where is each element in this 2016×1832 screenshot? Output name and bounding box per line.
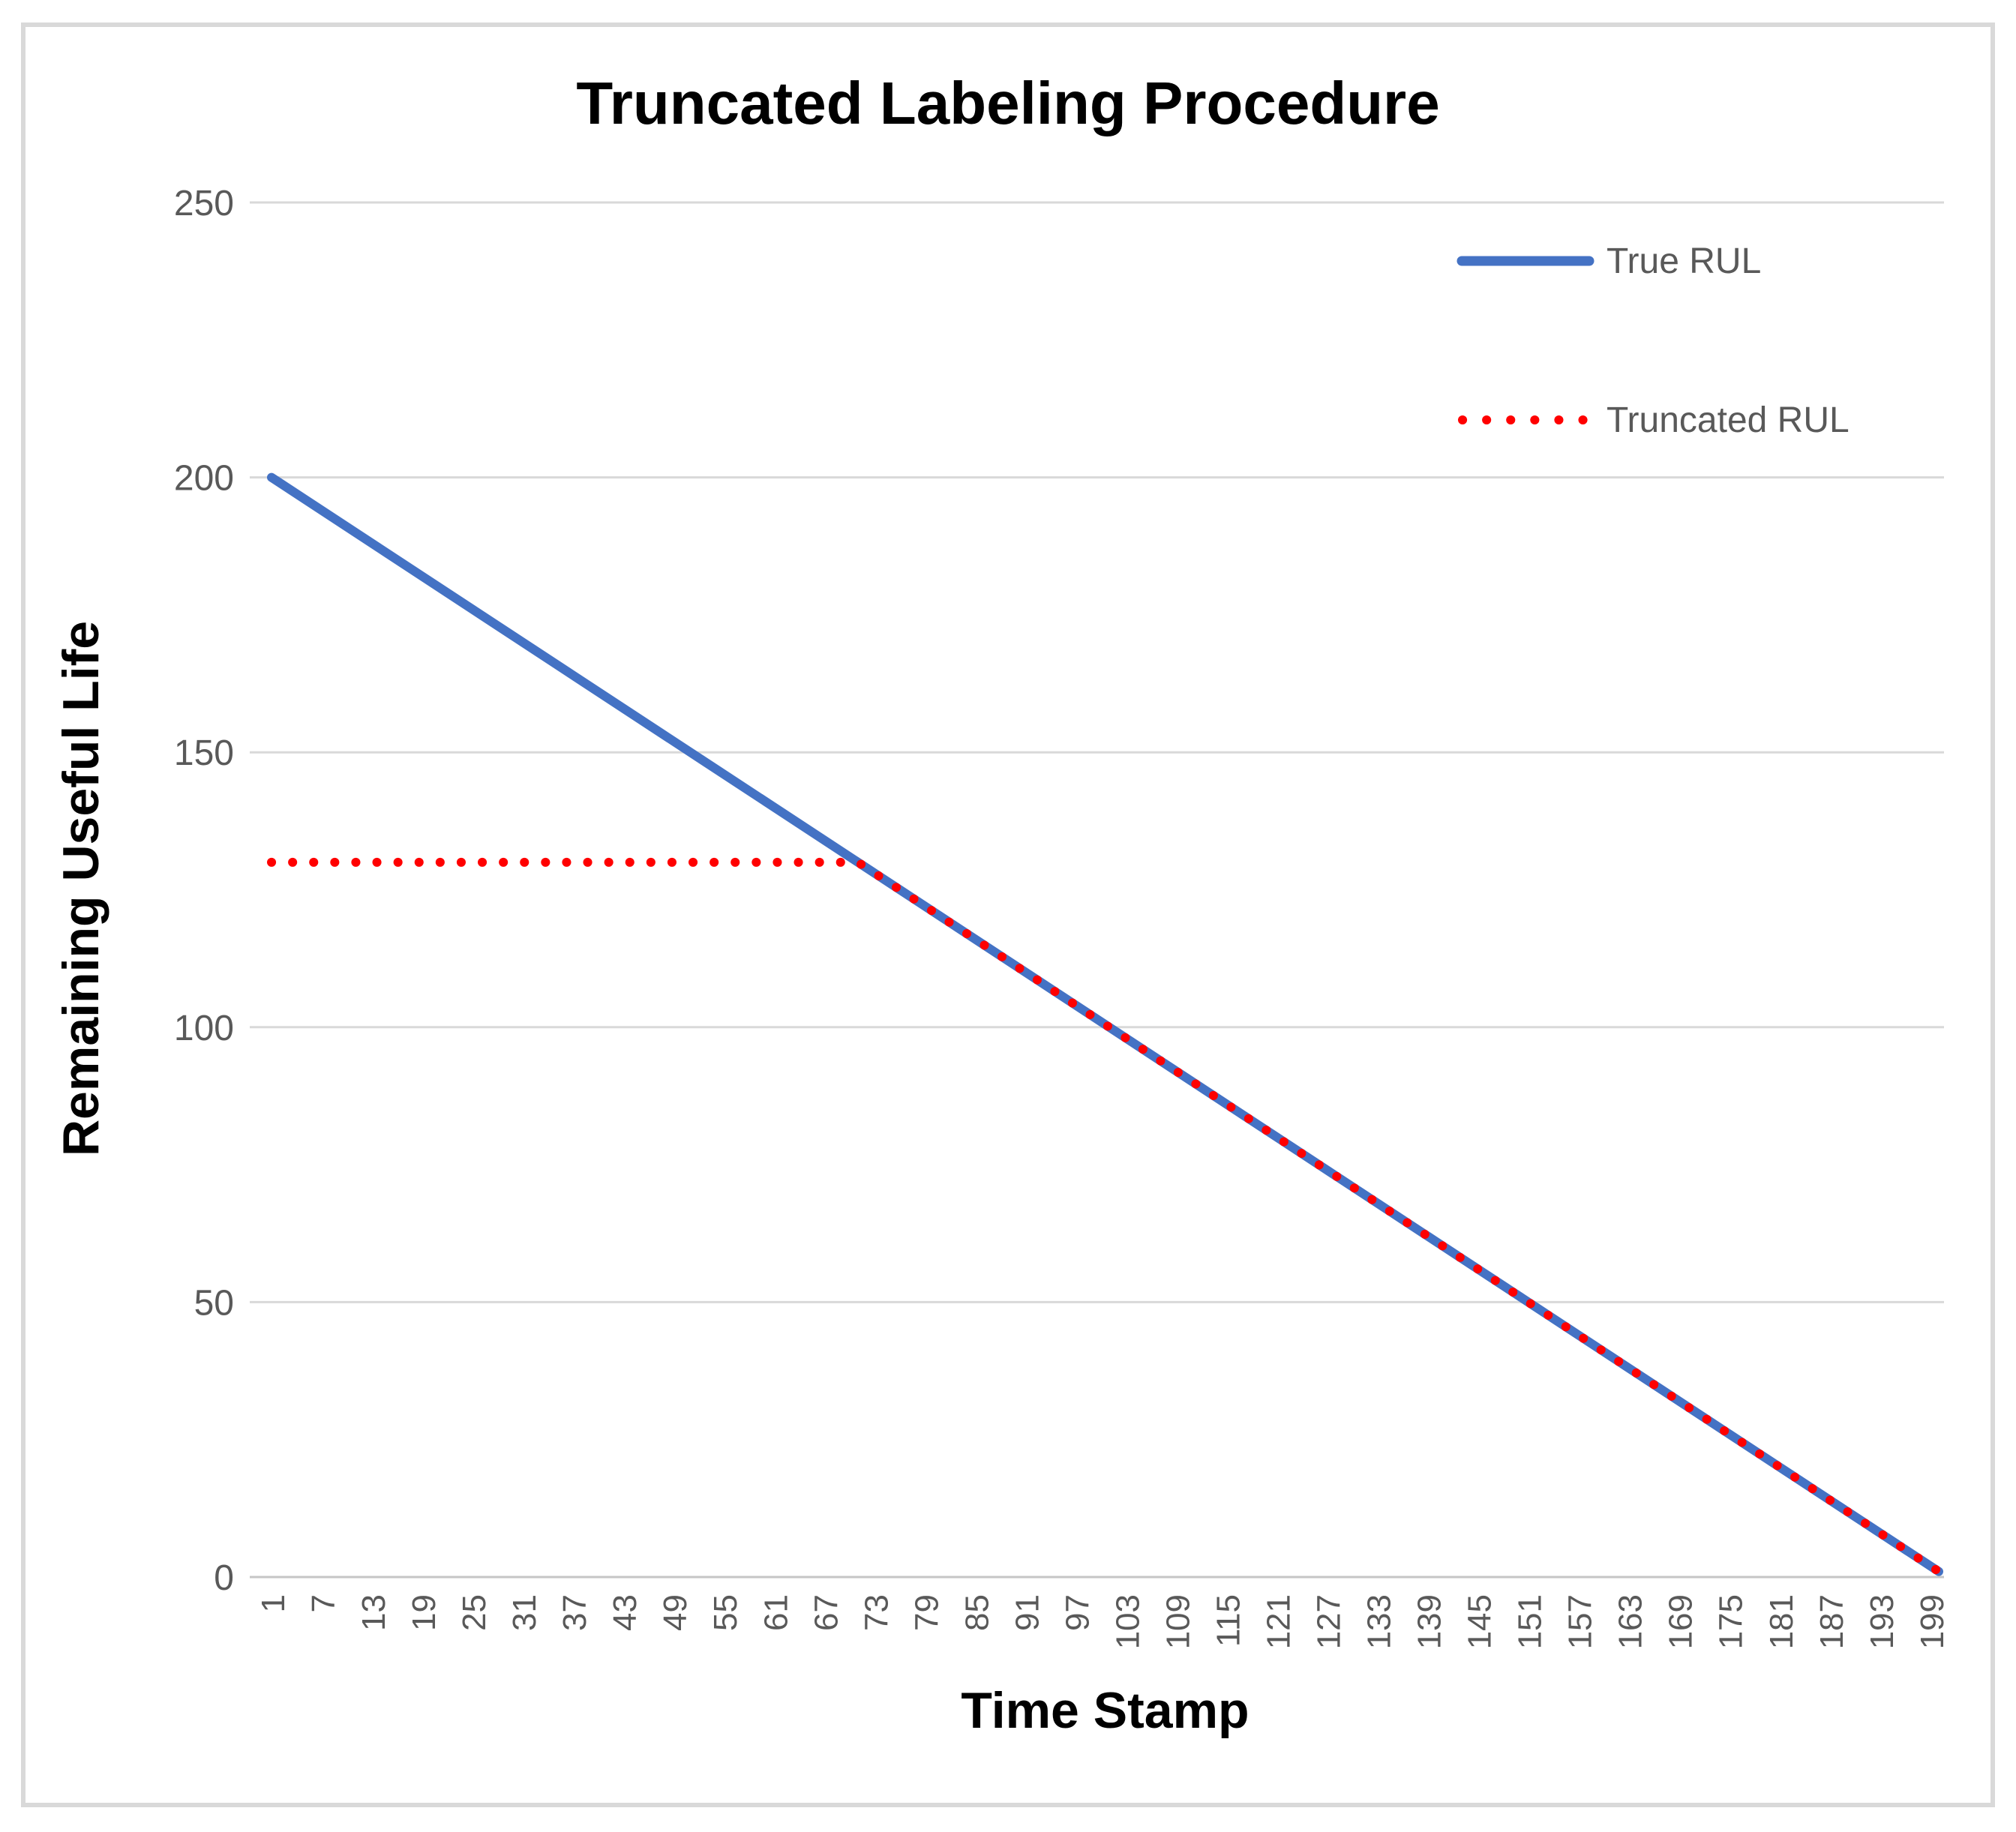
x-tick-label: 49 <box>657 1594 694 1631</box>
x-tick-label: 187 <box>1814 1594 1850 1649</box>
series-lines <box>267 472 1943 1576</box>
legend-label-truncated-rul: Truncated RUL <box>1606 400 1850 440</box>
legend-item-true-rul: True RUL <box>1456 241 1850 281</box>
x-tick-label: 145 <box>1462 1594 1498 1649</box>
x-tick-label: 55 <box>707 1594 744 1631</box>
x-tick-label: 7 <box>305 1594 342 1612</box>
legend-item-truncated-rul: Truncated RUL <box>1456 400 1850 440</box>
x-tick-label: 61 <box>758 1594 794 1631</box>
x-tick-label: 193 <box>1864 1594 1900 1649</box>
x-tick-label: 1 <box>255 1594 292 1612</box>
x-tick-label: 181 <box>1763 1594 1800 1649</box>
x-tick-label: 79 <box>908 1594 945 1631</box>
x-tick-label: 37 <box>556 1594 593 1631</box>
gridlines <box>250 201 1944 1579</box>
x-tick-label: 151 <box>1512 1594 1549 1649</box>
x-tick-label: 97 <box>1059 1594 1096 1631</box>
x-tick-label: 157 <box>1562 1594 1599 1649</box>
chart-title: Truncated Labeling Procedure <box>576 70 1440 136</box>
x-tick-label: 121 <box>1261 1594 1298 1649</box>
truncated-rul-dotted-line <box>267 857 1943 1576</box>
y-tick-label: 150 <box>174 733 234 773</box>
y-tick-label: 250 <box>174 184 234 223</box>
x-tick-label: 127 <box>1311 1594 1348 1649</box>
x-tick-label: 169 <box>1663 1594 1700 1649</box>
x-tick-label: 85 <box>958 1594 995 1631</box>
x-tick-label: 163 <box>1612 1594 1649 1649</box>
legend-label-true-rul: True RUL <box>1606 241 1762 281</box>
y-tick-label: 200 <box>174 459 234 499</box>
y-axis-tick-labels: 0 50 100 150 200 250 <box>174 184 234 1598</box>
x-tick-label: 115 <box>1210 1594 1246 1647</box>
x-tick-label: 73 <box>858 1594 895 1631</box>
x-tick-label: 109 <box>1160 1594 1196 1649</box>
x-tick-label: 13 <box>356 1594 392 1631</box>
x-tick-label: 139 <box>1412 1594 1448 1649</box>
x-axis-tick-labels: 1 7 13 19 25 31 37 43 49 55 61 67 73 79 85 91 97 103 109 11… <box>255 1594 1951 1649</box>
legend: True RUL Truncated RUL <box>1456 241 1850 440</box>
x-tick-label: 67 <box>808 1594 844 1631</box>
y-tick-label: 50 <box>194 1283 234 1323</box>
x-tick-label: 91 <box>1009 1594 1046 1631</box>
x-axis-title: Time Stamp <box>961 1682 1250 1739</box>
x-tick-label: 19 <box>406 1594 442 1631</box>
solid-line-marker-icon <box>1456 256 1594 266</box>
x-tick-label: 199 <box>1914 1594 1951 1649</box>
x-tick-label: 103 <box>1109 1594 1146 1649</box>
x-tick-label: 31 <box>506 1594 543 1631</box>
y-axis-title: Remaining Useful Life <box>52 620 110 1157</box>
y-tick-label: 100 <box>174 1009 234 1048</box>
x-tick-label: 25 <box>456 1594 493 1631</box>
y-tick-label: 0 <box>214 1558 234 1598</box>
x-tick-label: 43 <box>607 1594 644 1631</box>
x-tick-label: 133 <box>1361 1594 1398 1649</box>
x-tick-label: 175 <box>1713 1594 1750 1649</box>
chart-border <box>21 22 1995 1807</box>
dotted-line-marker-icon <box>1458 415 1594 424</box>
